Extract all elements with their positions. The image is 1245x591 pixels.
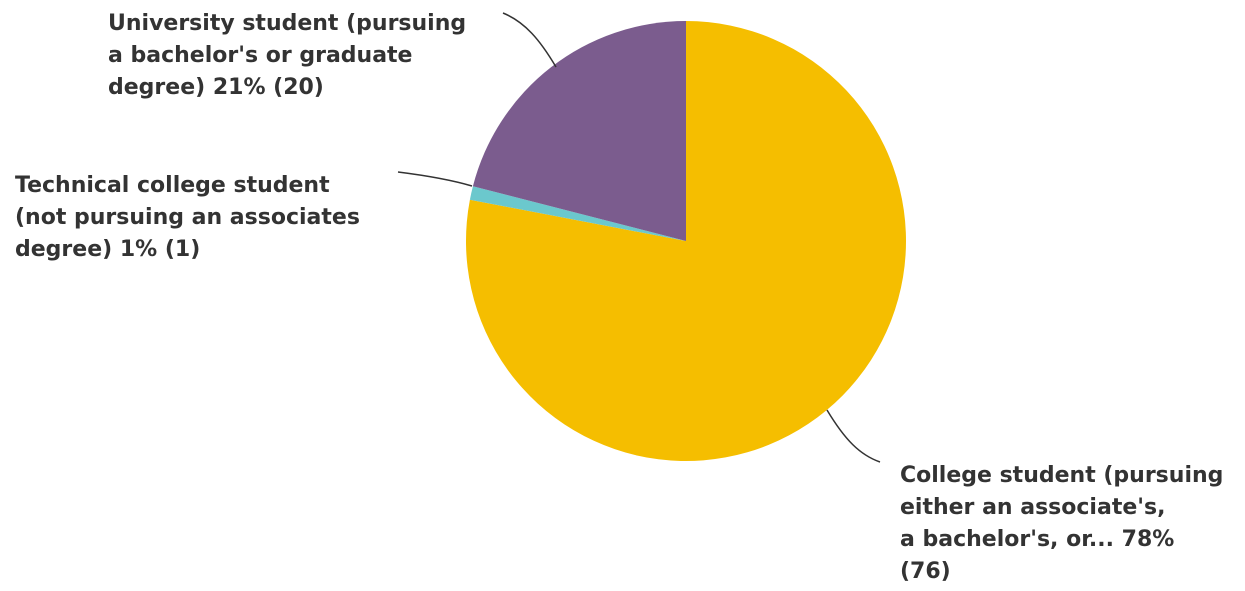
slice-label-line: (76) xyxy=(900,559,951,584)
slice-label-line: degree) 1% (1) xyxy=(15,237,200,262)
slice-label-line: College student (pursuing xyxy=(900,463,1223,488)
slice-label-line: a bachelor's, or... 78% xyxy=(900,527,1174,552)
slice-label-line: University student (pursuing xyxy=(108,11,466,36)
leader-line-1 xyxy=(826,409,881,463)
slice-label-2: Technical college student (not pursuing a… xyxy=(15,173,360,262)
leader-lines xyxy=(397,12,881,463)
slice-label-line: Technical college student xyxy=(15,173,330,198)
leader-line-2 xyxy=(397,171,473,187)
leader-line-3 xyxy=(502,12,557,68)
slice-label-line: (not pursuing an associates xyxy=(15,205,360,230)
pie-slices xyxy=(466,21,906,461)
slice-label-3: University student (pursuing a bachelor's… xyxy=(108,11,466,100)
pie-slice-3 xyxy=(472,21,686,241)
slice-labels: College student (pursuing either an assoc… xyxy=(15,11,1223,584)
slice-label-line: a bachelor's or graduate xyxy=(108,43,412,68)
pie-slice-2 xyxy=(469,186,686,241)
slice-label-1: College student (pursuing either an assoc… xyxy=(900,463,1223,584)
slice-label-line: degree) 21% (20) xyxy=(108,75,324,100)
slice-label-line: either an associate's, xyxy=(900,495,1165,520)
